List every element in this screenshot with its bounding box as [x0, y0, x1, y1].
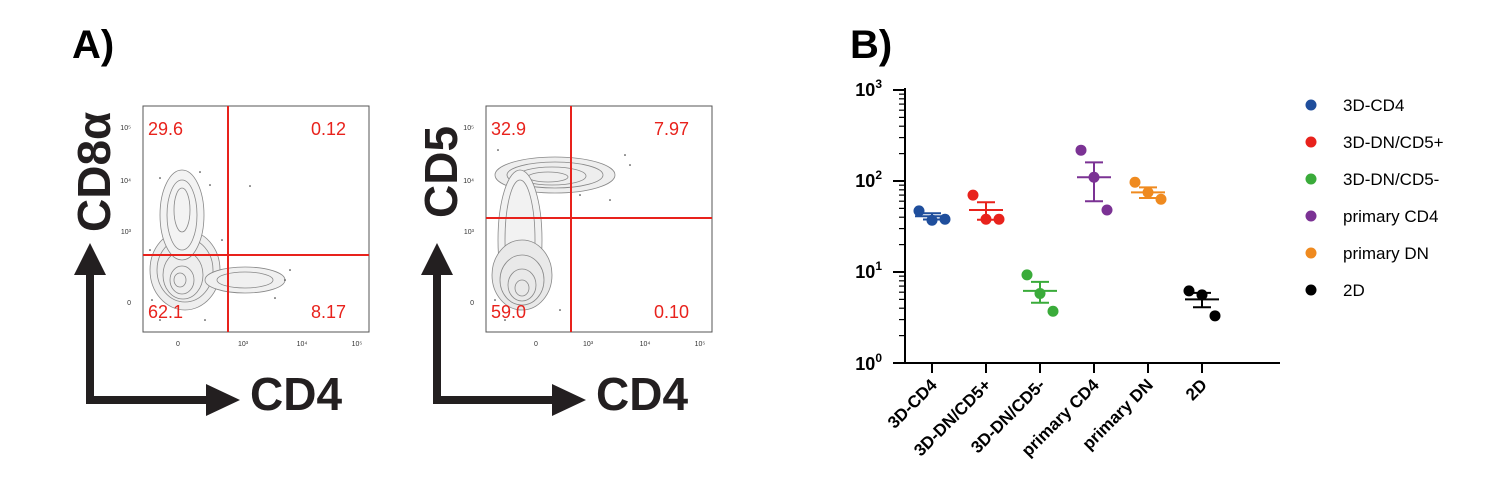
data-point [1101, 204, 1113, 216]
y-tick-base: 10 [855, 354, 875, 374]
y-tick: 10³ [121, 229, 132, 236]
x-tick: 10³ [583, 341, 594, 348]
x-axis-label: CD4 [250, 368, 342, 420]
data-point [980, 213, 992, 225]
y-tick-exp: 2 [875, 168, 882, 182]
data-point [1021, 269, 1033, 281]
y-tick: 10⁴ [463, 178, 474, 185]
svg-text:100: 100 [855, 351, 882, 374]
legend-marker [1305, 173, 1317, 185]
flow-plot-cd8a-cd4: CD8α CD4 29.6 0.12 62.1 8. [68, 105, 370, 420]
flow-plot-cd5-cd4: CD5 CD4 32.9 7.97 59.0 0.10 0 10³ 10⁴ [415, 105, 713, 420]
panel-b-label: B) [850, 23, 892, 67]
legend-label: primary CD4 [1343, 207, 1438, 226]
y-tick-label-100: 102 [855, 168, 882, 191]
scatter-dots [494, 149, 631, 321]
contour-density [149, 169, 286, 311]
y-tick-exp: 3 [875, 77, 882, 91]
y-axis-label: CD8α [68, 112, 120, 232]
y-tick-label-1000: 103 [855, 77, 882, 100]
svg-text:102: 102 [855, 168, 882, 191]
x-tick: 10⁵ [352, 341, 363, 348]
data-point [993, 213, 1005, 225]
x-tick: 10⁴ [640, 341, 651, 348]
data-point [939, 213, 951, 225]
legend-label: 3D-DN/CD5+ [1343, 133, 1444, 152]
legend-label: 3D-DN/CD5- [1343, 170, 1439, 189]
svg-text:101: 101 [855, 259, 882, 282]
x-tick: 10⁴ [297, 341, 308, 348]
y-tick: 10⁵ [463, 125, 474, 132]
data-point [1088, 171, 1100, 183]
x-tick: 0 [176, 341, 180, 348]
y-tick-base: 10 [855, 80, 875, 100]
x-tick: 0 [534, 341, 538, 348]
y-tick-label-10: 101 [855, 259, 882, 282]
y-tick-base: 10 [855, 171, 875, 191]
scatter-chart: 103 102 101 100 3D-CD43D-DN/CD5+3D-DN/CD… [855, 77, 1443, 460]
data-point [967, 189, 979, 201]
y-tick-exp: 0 [875, 351, 882, 365]
legend-marker [1305, 99, 1317, 111]
x-arrowhead [206, 384, 240, 416]
y-arrowhead [421, 243, 453, 275]
legend-marker [1305, 284, 1317, 296]
legend-label: primary DN [1343, 244, 1429, 263]
data-point [926, 214, 938, 226]
svg-text:103: 103 [855, 77, 882, 100]
x-tick: 10⁵ [695, 341, 706, 348]
legend-label: 3D-CD4 [1343, 96, 1404, 115]
data-point [913, 205, 925, 217]
quadrant-lr: 0.10 [654, 302, 689, 322]
quadrant-ur: 7.97 [654, 119, 689, 139]
quadrant-ul: 29.6 [148, 119, 183, 139]
data-point [1047, 305, 1059, 317]
y-tick-label-1: 100 [855, 351, 882, 374]
x-category-label: 2D [1182, 375, 1211, 404]
data-point [1129, 176, 1141, 188]
y-tick: 10⁴ [120, 178, 131, 185]
data-point [1075, 144, 1087, 156]
quadrant-ll: 62.1 [148, 302, 183, 322]
x-tick: 10³ [238, 341, 249, 348]
y-tick-base: 10 [855, 262, 875, 282]
legend-marker [1305, 247, 1317, 259]
y-axis-label: CD5 [415, 126, 467, 218]
x-axis-label: CD4 [596, 368, 688, 420]
scatter-dots [149, 171, 291, 321]
quadrant-ur: 0.12 [311, 119, 346, 139]
x-arrowhead [552, 384, 586, 416]
data-point [1142, 186, 1154, 198]
y-tick-exp: 1 [875, 259, 882, 273]
data-point [1209, 310, 1221, 322]
quadrant-ll: 59.0 [491, 302, 526, 322]
quadrant-lr: 8.17 [311, 302, 346, 322]
data-point [1183, 285, 1195, 297]
data-point [1034, 288, 1046, 300]
y-tick: 0 [127, 300, 131, 307]
contour-density [491, 156, 616, 311]
legend-label: 2D [1343, 281, 1365, 300]
legend-marker [1305, 136, 1317, 148]
panel-a-label: A) [72, 23, 114, 67]
data-point [1196, 289, 1208, 301]
data-point [1155, 193, 1167, 205]
y-tick: 0 [470, 300, 474, 307]
y-tick: 10³ [464, 229, 475, 236]
y-tick: 10⁵ [120, 125, 131, 132]
legend-marker [1305, 210, 1317, 222]
quadrant-ul: 32.9 [491, 119, 526, 139]
y-arrowhead [74, 243, 106, 275]
